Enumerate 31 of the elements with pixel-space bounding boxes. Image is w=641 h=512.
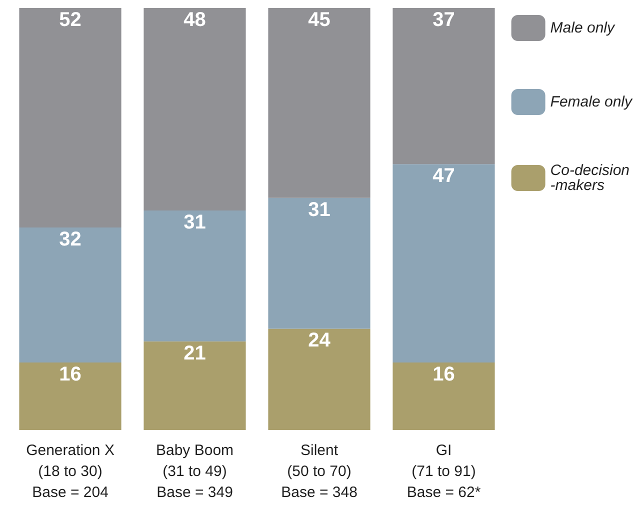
bar [19, 362, 122, 430]
data-label: 16 [59, 363, 82, 386]
legend-label: Female only [550, 94, 634, 110]
bar [392, 8, 495, 164]
data-label: 37 [432, 9, 455, 31]
legend-label: Male only [550, 20, 616, 36]
bar [19, 8, 122, 228]
data-label: 32 [59, 228, 82, 250]
data-label: 52 [59, 9, 82, 31]
bar [268, 328, 370, 430]
data-label: 47 [432, 165, 455, 188]
bar [144, 8, 246, 211]
bar [268, 8, 370, 198]
bar [392, 362, 495, 430]
bar [268, 198, 370, 329]
legend-label: Co-decision-makers [550, 162, 630, 194]
data-label: 21 [184, 342, 206, 364]
bar [144, 341, 246, 430]
data-label: 16 [432, 363, 455, 386]
data-label: 45 [308, 9, 330, 31]
data-label: 31 [184, 212, 206, 234]
x-tick-label: Baby Boom (31 to 49) Base = 349 [156, 442, 234, 501]
data-label: 31 [308, 198, 330, 221]
x-tick-label: Generation X (18 to 30) Base = 204 [26, 442, 114, 501]
bar [144, 210, 246, 342]
bar [392, 164, 495, 362]
bar [19, 227, 122, 362]
x-tick-label: Silent (50 to 70) Base = 348 [281, 442, 358, 501]
data-label: 24 [308, 330, 332, 352]
data-label: 48 [184, 9, 206, 31]
x-tick-label: GI (71 to 91) Base = 62* [406, 442, 481, 501]
